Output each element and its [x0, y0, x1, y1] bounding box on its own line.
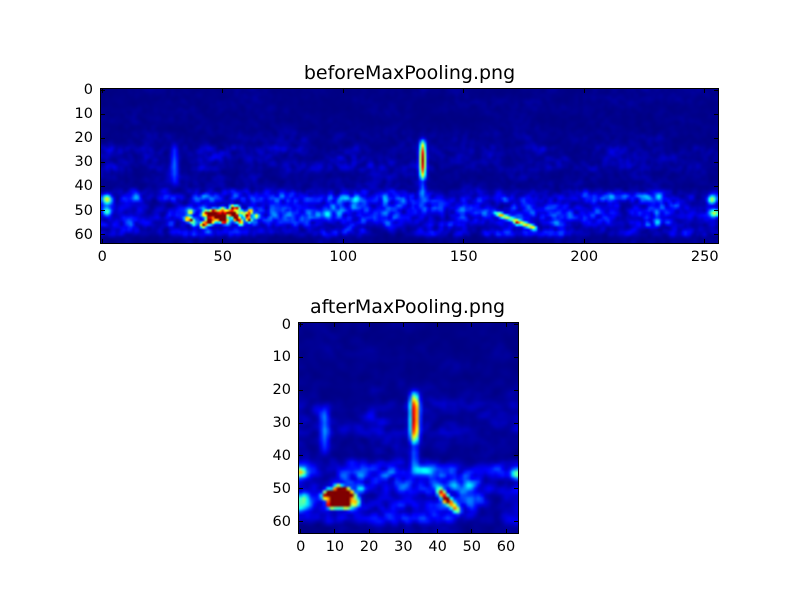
x-tick-mark: [101, 239, 103, 243]
x-tick-label: 30: [394, 539, 413, 555]
x-tick-label: 150: [449, 249, 478, 265]
y-tick-mark: [101, 89, 105, 91]
y-tick-label: 0: [83, 82, 93, 99]
x-tick-mark: [342, 89, 344, 93]
x-tick-mark: [505, 529, 507, 533]
y-tick-mark: [299, 488, 303, 490]
y-tick-mark: [299, 389, 303, 391]
y-tick-mark: [514, 455, 518, 457]
y-tick-mark: [714, 113, 718, 115]
x-tick-mark: [704, 239, 706, 243]
x-tick-mark: [222, 239, 224, 243]
x-tick-label: 40: [428, 539, 447, 555]
before-maxpooling-axes: 0 50 100 150 200 250 0 10 20 30 40 50 60: [75, 82, 719, 265]
y-tick-label: 60: [272, 513, 291, 530]
y-tick-mark: [101, 137, 105, 139]
x-tick-mark: [583, 239, 585, 243]
y-tick-mark: [299, 356, 303, 358]
x-tick-mark: [368, 529, 370, 533]
x-tick-label: 20: [359, 539, 379, 555]
y-tick-mark: [714, 185, 718, 187]
after-maxpooling-title: afterMaxPooling.png: [309, 296, 506, 318]
y-tick-mark: [514, 488, 518, 490]
x-tick-mark: [402, 529, 404, 533]
y-tick-mark: [514, 389, 518, 391]
x-tick-mark: [300, 529, 302, 533]
y-tick-mark: [714, 161, 718, 163]
x-tick-mark: [463, 89, 465, 93]
x-tick-label: 200: [570, 249, 599, 265]
y-tick-mark: [514, 521, 518, 523]
y-tick-label: 0: [281, 316, 291, 333]
y-tick-mark: [714, 234, 718, 236]
x-tick-mark: [101, 89, 103, 93]
y-tick-mark: [101, 185, 105, 187]
y-tick-label: 40: [74, 178, 93, 195]
x-tick-label: 60: [496, 539, 516, 555]
y-tick-label: 10: [74, 106, 93, 123]
after-maxpooling-heatmap-canvas: [299, 323, 518, 533]
y-tick-mark: [101, 161, 105, 163]
y-tick-label: 60: [74, 226, 93, 243]
y-tick-mark: [514, 422, 518, 424]
x-tick-mark: [342, 239, 344, 243]
y-tick-mark: [299, 521, 303, 523]
y-tick-label: 50: [272, 480, 291, 497]
x-tick-mark: [437, 529, 439, 533]
y-tick-label: 40: [272, 447, 291, 464]
x-tick-label: 250: [690, 249, 719, 265]
x-tick-mark: [463, 239, 465, 243]
y-tick-label: 20: [74, 130, 93, 147]
y-tick-label: 30: [272, 415, 291, 432]
y-tick-mark: [714, 210, 718, 212]
x-tick-label: 100: [329, 249, 358, 265]
x-tick-mark: [704, 89, 706, 93]
y-tick-mark: [101, 210, 105, 212]
y-tick-label: 20: [272, 382, 291, 399]
y-tick-mark: [101, 234, 105, 236]
x-tick-mark: [471, 529, 473, 533]
y-tick-mark: [714, 137, 718, 139]
before-maxpooling-title: beforeMaxPooling.png: [303, 62, 516, 84]
y-tick-mark: [101, 113, 105, 115]
y-tick-mark: [299, 455, 303, 457]
x-tick-mark: [334, 323, 336, 327]
x-tick-label: 0: [97, 249, 107, 265]
y-tick-mark: [299, 422, 303, 424]
x-tick-mark: [505, 323, 507, 327]
x-tick-mark: [368, 323, 370, 327]
x-tick-label: 50: [462, 539, 482, 555]
x-tick-mark: [334, 529, 336, 533]
y-tick-mark: [514, 356, 518, 358]
y-tick-mark: [514, 324, 518, 326]
x-tick-mark: [437, 323, 439, 327]
x-tick-label: 0: [296, 539, 306, 555]
y-tick-label: 10: [272, 349, 291, 366]
after-maxpooling-axes: 0 10 20 30 40 50 60 0 10 20 30 40 50 60: [273, 317, 519, 555]
x-tick-label: 50: [213, 249, 232, 265]
x-tick-mark: [471, 323, 473, 327]
y-tick-mark: [299, 324, 303, 326]
y-tick-label: 30: [74, 154, 93, 171]
y-tick-mark: [714, 89, 718, 91]
before-maxpooling-heatmap-canvas: [101, 89, 718, 243]
x-tick-mark: [583, 89, 585, 93]
y-tick-label: 50: [74, 202, 93, 219]
x-tick-mark: [402, 323, 404, 327]
x-tick-label: 10: [325, 539, 345, 555]
x-tick-mark: [222, 89, 224, 93]
